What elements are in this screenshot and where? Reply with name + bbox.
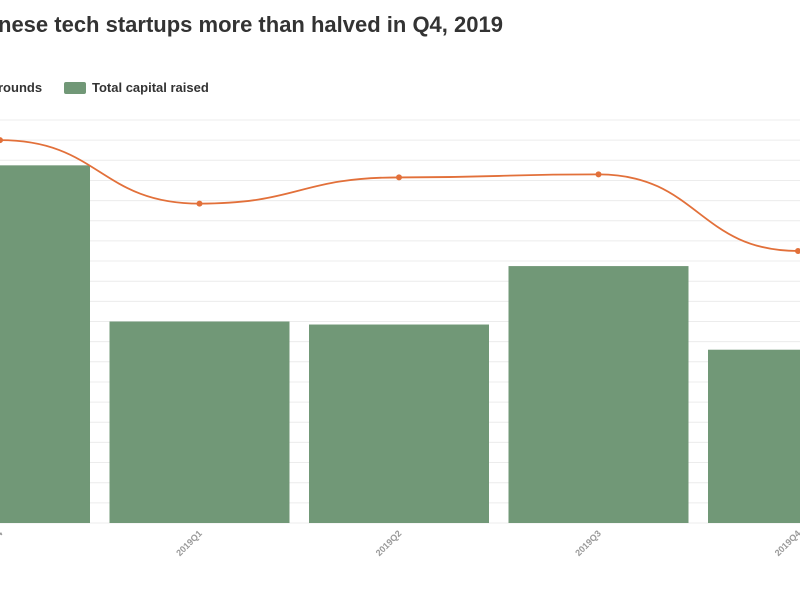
bar[interactable] [508, 266, 689, 523]
legend-label-line: rounds [0, 80, 43, 95]
legend-swatch-bar [64, 81, 86, 94]
bar[interactable] [708, 349, 800, 523]
legend-item-line[interactable]: rounds [0, 80, 42, 95]
line-point[interactable] [396, 174, 402, 181]
line-point[interactable] [196, 200, 203, 207]
bar[interactable] [309, 324, 489, 523]
bar[interactable] [0, 165, 90, 523]
legend-item-bar[interactable]: Total capital raised [64, 80, 209, 95]
line-point[interactable] [0, 137, 3, 144]
line-series [0, 139, 799, 252]
line-point[interactable] [795, 247, 800, 254]
legend-label-bar: Total capital raised [92, 80, 209, 95]
line-point[interactable] [595, 171, 602, 178]
bar[interactable] [109, 321, 290, 524]
chart-title: nese tech startups more than halved in Q… [0, 12, 503, 37]
x-tick-label: 2018Q4 [0, 528, 4, 558]
x-tick-label: 2019Q3 [573, 528, 603, 558]
x-tick-label: 2019Q2 [374, 528, 404, 558]
x-tick-label: 2019Q4 [773, 528, 800, 558]
x-tick-label: 2019Q1 [174, 528, 204, 558]
